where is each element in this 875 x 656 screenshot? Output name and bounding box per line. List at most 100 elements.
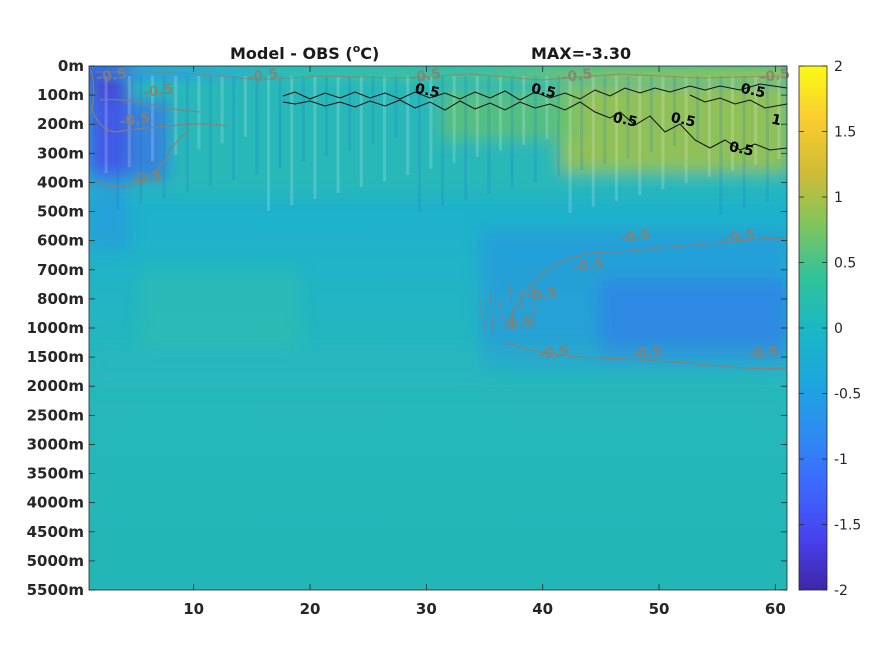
y-tick-label: 3000m	[27, 435, 84, 453]
streak	[417, 76, 421, 212]
y-tick-label: 700m	[37, 261, 84, 279]
contour-label: -0.5	[619, 227, 652, 247]
streak	[325, 76, 328, 156]
streak	[557, 76, 560, 176]
colorbar-tick-label: -1.5	[834, 518, 861, 534]
x-axis: 10 20 30 40 50 60	[183, 66, 786, 618]
x-tick-label: 30	[416, 600, 437, 618]
streak	[638, 76, 642, 195]
streak	[313, 76, 317, 199]
colorbar-tick-label: 1	[834, 190, 843, 206]
streak	[336, 76, 340, 193]
streak	[696, 76, 700, 140]
streak	[290, 76, 294, 205]
contour-label: -0.5	[747, 343, 780, 363]
contour-label: 0.5	[611, 110, 639, 131]
streak	[116, 76, 120, 210]
streak	[255, 76, 259, 174]
streak	[510, 76, 514, 188]
streak	[243, 76, 247, 137]
y-tick-label: 500m	[37, 203, 84, 221]
streak	[151, 76, 154, 161]
streak	[232, 76, 236, 180]
heatmap-field	[89, 66, 787, 590]
streak	[441, 76, 444, 206]
x-tick-label: 20	[300, 600, 321, 618]
contour-label: 0.5	[530, 81, 558, 102]
contour-label: -0.5	[503, 314, 536, 334]
streak	[162, 76, 166, 198]
contour-label: -0.5	[247, 66, 280, 86]
streak	[475, 76, 479, 157]
contour-label: -0.5	[142, 81, 175, 101]
colorbar-tick-label: -0.5	[834, 387, 861, 403]
colorbar-tick-label: 0.5	[834, 256, 856, 272]
streak	[267, 76, 270, 211]
y-tick-label: 1000m	[27, 319, 84, 337]
streak	[499, 76, 502, 151]
y-tick-label: 4000m	[27, 494, 84, 512]
streak	[707, 76, 711, 177]
streak	[139, 76, 143, 204]
contour-label: -0.5	[537, 343, 570, 363]
streak	[209, 76, 212, 186]
streak	[615, 76, 618, 201]
x-tick-label: 50	[649, 600, 670, 618]
streak	[452, 76, 456, 163]
streak	[406, 76, 410, 175]
y-tick-label: 100m	[37, 86, 84, 104]
contour-label: 0.5	[669, 110, 697, 131]
contour-label: -0.5	[759, 66, 792, 86]
contour-label: 0.5	[727, 139, 755, 160]
streak	[487, 76, 491, 194]
colorbar-tick-label: 0	[834, 321, 843, 337]
y-tick-label: 300m	[37, 144, 84, 162]
colorbar-ticks: 2 1.5 1 0.5 0 -0.5 -1 -1.5 -2	[799, 59, 861, 599]
y-tick-label: 3500m	[27, 465, 84, 483]
contour-label: -0.5	[130, 168, 163, 188]
contour-label: -0.5	[95, 66, 128, 86]
streak	[777, 76, 781, 159]
x-tick-label: 60	[765, 600, 786, 618]
streak	[348, 76, 352, 150]
x-tick-label: 40	[532, 600, 553, 618]
colorbar-tick-label: -2	[834, 583, 848, 599]
y-tick-label: 600m	[37, 232, 84, 250]
streak	[522, 76, 526, 145]
contour-label: -0.5	[526, 285, 559, 305]
y-tick-label: 2500m	[27, 406, 84, 424]
contour-label: -0.5	[572, 256, 605, 276]
streak	[359, 76, 363, 187]
contour-lines	[90, 69, 787, 370]
streak	[591, 76, 595, 207]
contour-label: 1	[770, 111, 783, 129]
streak	[127, 76, 131, 167]
y-tick-label: 800m	[37, 290, 84, 308]
contour-label: 0.5	[739, 81, 767, 102]
streak	[742, 76, 746, 208]
x-tick-label: 10	[183, 600, 204, 618]
streak	[185, 76, 189, 192]
streak	[649, 76, 653, 152]
contour-label: 0.5	[413, 81, 441, 102]
contour-label: -0.5	[410, 66, 443, 86]
contour-label: -0.5	[119, 110, 152, 130]
streak	[603, 76, 607, 164]
streak	[719, 76, 723, 214]
streak	[673, 76, 676, 146]
y-tick-label: 200m	[37, 115, 84, 133]
streak	[464, 76, 468, 200]
streak	[220, 76, 224, 143]
streak	[568, 76, 572, 213]
streak	[93, 76, 96, 136]
contour-label: -0.5	[631, 343, 664, 363]
contour-label: -0.5	[724, 227, 757, 247]
y-tick-label: 5500m	[27, 581, 84, 599]
streak	[765, 76, 769, 202]
colorbar-tick-label: -1	[834, 452, 848, 468]
streak	[429, 76, 433, 169]
streak	[371, 76, 375, 144]
contour-labels: 0.5 0.50.5 0.50.50.51-0.5-0.5-0.5-0.5 -0.5-…	[95, 66, 791, 363]
streak	[754, 76, 758, 165]
